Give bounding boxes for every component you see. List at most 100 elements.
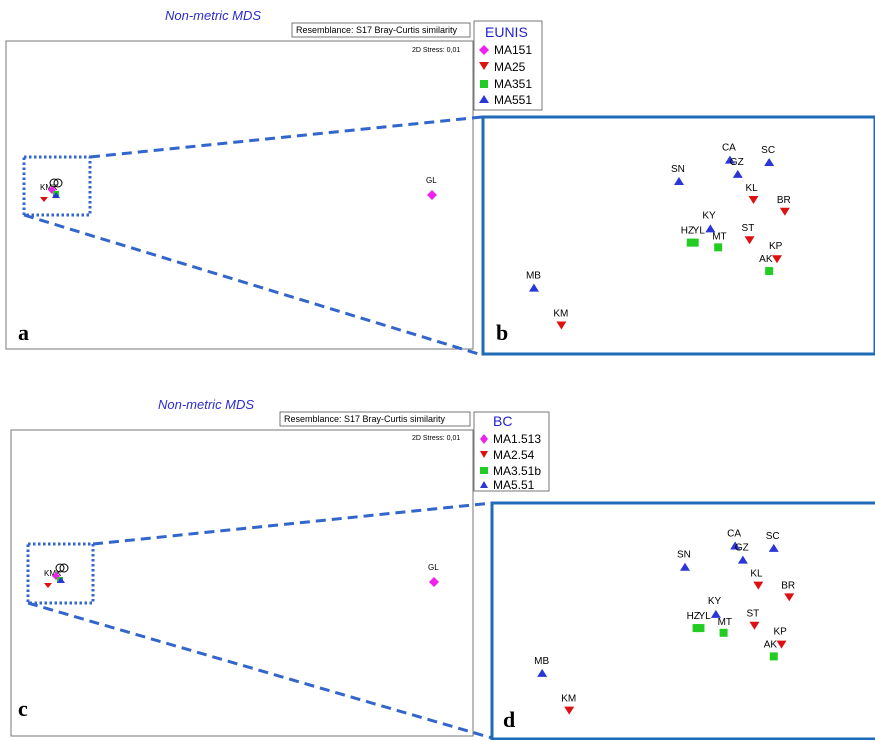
point-label-hz: HZ — [681, 226, 694, 237]
point-label-sc: SC — [761, 145, 775, 156]
point-label-gl: GL — [428, 563, 439, 572]
cluster-labels: KMK — [44, 569, 62, 578]
point-marker-mt — [719, 628, 728, 637]
panel-c-legend-item-4: MA5.51 — [493, 478, 535, 492]
point-marker-ky — [705, 224, 716, 233]
point-marker-gl — [429, 577, 439, 587]
point-label-ky: KY — [702, 210, 716, 221]
point-label-gz: GZ — [730, 157, 744, 168]
cluster-labels: KMK — [40, 183, 58, 192]
point-marker-mb — [528, 283, 539, 292]
panel-c-points: GL — [428, 563, 439, 587]
panel-c-title: Non-metric MDS — [158, 397, 254, 412]
panel-c-frame — [10, 429, 474, 737]
point-label-gl: GL — [426, 176, 437, 185]
point-label-mb: MB — [526, 271, 541, 282]
point-marker-sn — [680, 562, 690, 571]
panel-d-frame — [490, 501, 875, 740]
legend-triangle-up-icon — [480, 481, 488, 488]
cluster-label-blob — [49, 178, 59, 188]
panel-a-resemblance: Resemblance: S17 Bray-Curtis similarity — [296, 25, 458, 35]
point-marker-kp — [776, 640, 787, 649]
panel-a-zoom-box — [22, 155, 92, 217]
panel-c-legend-title: BC — [493, 413, 512, 429]
point-marker-sc — [764, 158, 775, 167]
point-marker-mt — [714, 243, 723, 252]
cluster-label-blob — [55, 563, 65, 573]
point-label-mb: MB — [534, 656, 549, 667]
cluster-marker — [52, 192, 60, 198]
point-label-st: ST — [742, 223, 755, 234]
legend-triangle-down-icon — [480, 451, 488, 458]
point-marker-ky — [710, 609, 721, 618]
panel-c-zoom-line-bottom — [27, 601, 493, 740]
panel-a-legend-item-4: MA551 — [494, 93, 532, 107]
point-marker-gl — [427, 190, 437, 200]
point-marker-ak — [769, 652, 778, 661]
point-marker-br — [779, 207, 790, 216]
panel-c-legend-item-2: MA2.54 — [493, 448, 535, 462]
panel-a-points: GL — [426, 176, 437, 200]
panel-letter-d: d — [503, 707, 515, 732]
point-marker-ak — [765, 267, 774, 276]
point-label-km: KM — [553, 309, 568, 320]
point-marker-st — [744, 236, 755, 245]
legend-diamond-icon — [480, 434, 488, 444]
legend-triangle-up-icon — [479, 95, 489, 103]
point-label-sc: SC — [766, 531, 780, 542]
point-marker-ca — [724, 155, 735, 164]
point-marker-gz — [732, 169, 743, 178]
point-label-kl: KL — [745, 183, 758, 194]
panel-a-zoom-line-top — [89, 115, 483, 159]
point-label-sn: SN — [671, 164, 685, 175]
panel-letter-a: a — [18, 320, 29, 345]
panel-c-zoom-box — [26, 542, 95, 605]
cluster-marker — [57, 577, 65, 583]
point-marker-gz — [737, 555, 748, 564]
point-label-gz: GZ — [735, 543, 749, 554]
point-label-br: BR — [781, 580, 795, 591]
panel-a-legend-title: EUNIS — [485, 24, 528, 40]
panel-c-cluster: KMK — [44, 563, 69, 588]
point-label-mt: MT — [718, 617, 732, 628]
point-label-kp: KP — [769, 241, 783, 252]
point-label-yl: YL — [698, 611, 711, 622]
point-label-ca: CA — [722, 143, 736, 154]
cluster-label-blob — [59, 563, 69, 573]
legend-square-icon — [480, 80, 488, 88]
point-label-kp: KP — [774, 627, 788, 638]
figure-top: Non-metric MDS Resemblance: S17 Bray-Cur… — [5, 8, 875, 357]
panel-a-legend: EUNIS MA151 MA25 MA351 MA551 — [473, 20, 543, 111]
point-label-sn: SN — [677, 550, 691, 561]
point-marker-ca — [730, 541, 741, 550]
point-label-ak: AK — [764, 639, 778, 650]
point-marker-st — [749, 621, 760, 630]
point-marker-kp — [772, 255, 782, 264]
panel-a-legend-item-2: MA25 — [494, 60, 526, 74]
panel-c-stress: 2D Stress: 0,01 — [412, 435, 460, 442]
panel-a-legend-item-3: MA351 — [494, 77, 532, 91]
point-marker-mb — [537, 668, 548, 677]
panel-letter-b: b — [496, 320, 508, 345]
legend-square-icon — [480, 467, 488, 474]
point-label-ak: AK — [759, 254, 773, 265]
point-marker-km — [564, 706, 575, 715]
point-marker-sn — [674, 176, 684, 185]
point-label-yl: YL — [693, 226, 706, 237]
panel-c-legend: BC MA1.513 MA2.54 MA3.51b MA5.51 — [473, 411, 550, 492]
panel-a-resemblance-box — [291, 22, 471, 38]
point-marker-kl — [753, 581, 764, 590]
legend-triangle-down-icon — [479, 62, 489, 70]
cluster-label-blob — [53, 178, 63, 188]
point-marker-yl — [696, 624, 705, 633]
panel-letter-c: c — [18, 696, 28, 721]
point-label-km: KM — [561, 694, 576, 705]
legend-diamond-icon — [479, 45, 489, 55]
point-label-ca: CA — [727, 528, 741, 539]
point-label-hz: HZ — [687, 611, 700, 622]
cluster-marker — [40, 197, 48, 202]
panel-c-resemblance-box — [279, 411, 471, 427]
